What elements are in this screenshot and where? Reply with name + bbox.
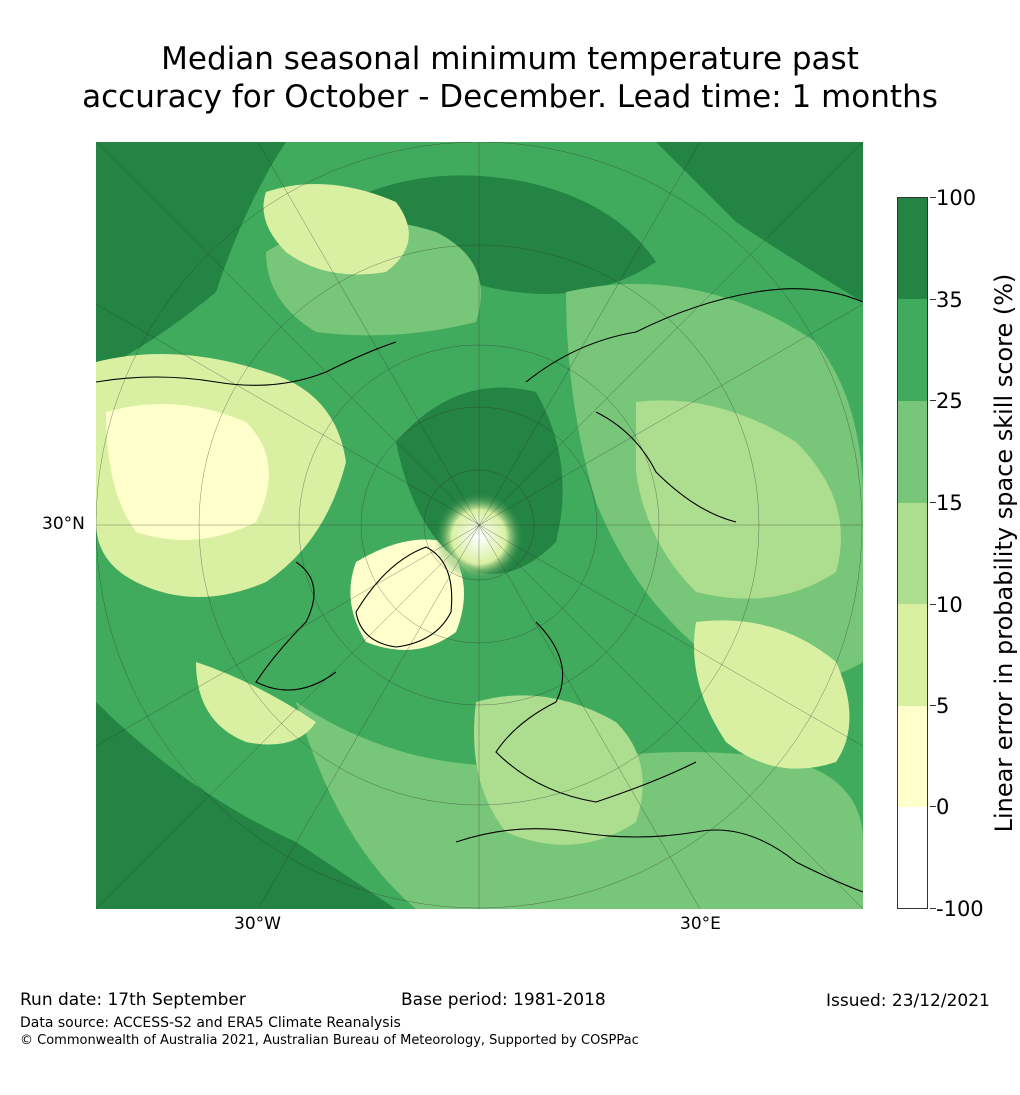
base-period: Base period: 1981-2018 [401,990,606,1010]
coastline-eurasia [495,288,863,803]
dark-region-northwest [96,142,286,372]
coastline-mediterranean [455,828,863,893]
colorbar-title: Linear error in probability space skill … [990,273,1018,833]
very-pale-north-america [106,404,269,540]
latitude-label-30n: 30°N [42,514,85,534]
colorbar-tick-label: -100 [936,897,984,921]
chart-title-line-1: Median seasonal minimum temperature past [161,41,859,77]
polar-skill-map [96,142,863,909]
colorbar-tick-label: 100 [936,186,977,210]
colorbar-tick-label: 5 [936,694,950,718]
pale-region-beaufort [263,184,409,275]
coastline-north-america [96,341,397,691]
copyright: © Commonwealth of Australia 2021, Austra… [20,1033,639,1048]
longitude-label-30e: 30°E [680,914,721,934]
colorbar-tick [930,908,936,909]
colorbar-tick [930,400,936,401]
colorbar-segment-10-15 [898,503,927,604]
dark-region-southwest [96,702,396,909]
colorbar-tick [930,604,936,605]
colorbar-tick-label: 0 [936,795,950,819]
colorbar-segment-35-100 [898,198,927,299]
dark-region-northeast [656,142,863,302]
colorbar-segment-neg100-0 [898,807,927,908]
run-date: Run date: 17th September [20,990,246,1010]
colorbar-tick [930,806,936,807]
colorbar-segment-0-5 [898,706,927,807]
meridian-60b [96,303,863,747]
dark-region-north [346,175,656,294]
colorbar-tick [930,197,936,198]
pale-region-greenland [350,539,464,650]
colorbar-tick [930,299,936,300]
longitude-label-30w: 30°W [234,914,281,934]
colorbar-tick [930,705,936,706]
colorbar-segment-15-25 [898,401,927,503]
graticule [96,142,863,909]
meridian-45b [96,142,863,909]
colorbar-tick-label: 10 [936,593,963,617]
coastlines [96,288,863,893]
colorbar-tick [930,502,936,503]
data-source: Data source: ACCESS-S2 and ERA5 Climate … [20,1015,401,1031]
colorbar-segment-25-35 [898,299,927,401]
colorbar-tick-label: 25 [936,389,963,413]
pale-region-pacific-south [196,662,316,745]
colorbar-tick-label: 15 [936,491,963,515]
colorbar-tick-label: 35 [936,288,963,312]
chart-title-line-2: accuracy for October - December. Lead ti… [82,79,938,115]
issued-date: Issued: 23/12/2021 [826,991,990,1011]
colorbar-segment-5-10 [898,604,927,706]
coastline-greenland [355,546,453,648]
colorbar [897,197,928,909]
pale-region-asia [636,400,841,599]
pale-region-europe [474,695,643,845]
pale-region-central-asia [694,620,850,769]
chart-title: Median seasonal minimum temperature past… [0,40,1020,116]
